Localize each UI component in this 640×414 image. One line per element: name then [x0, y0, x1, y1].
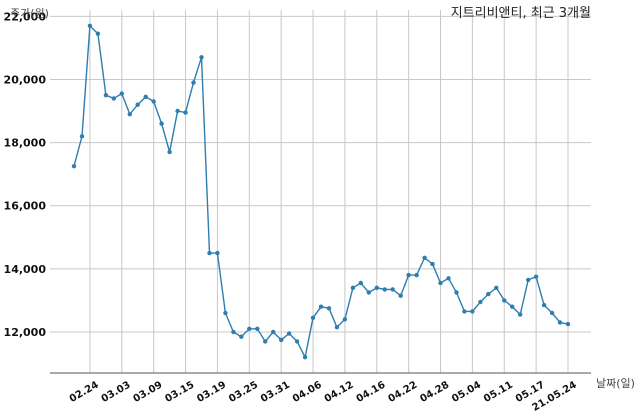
- price-point: [462, 309, 467, 314]
- price-point: [446, 276, 451, 281]
- price-point: [302, 355, 308, 360]
- price-point: [263, 339, 268, 344]
- price-point: [294, 339, 300, 344]
- price-point: [151, 99, 156, 104]
- price-point: [533, 274, 539, 279]
- price-point: [454, 290, 459, 295]
- y-tick-label: 14,000: [4, 263, 47, 276]
- x-tick-label: 04.22: [386, 380, 419, 405]
- price-point: [87, 23, 93, 28]
- price-point: [255, 326, 260, 331]
- price-point: [143, 94, 148, 100]
- x-tick-label: 05.04: [450, 380, 483, 405]
- price-point: [382, 287, 387, 292]
- x-tick-label: 03.09: [131, 380, 164, 405]
- price-point: [398, 293, 403, 298]
- price-point: [406, 272, 411, 278]
- x-tick-label: 04.06: [291, 380, 324, 405]
- price-point: [390, 287, 395, 292]
- price-point: [199, 55, 204, 60]
- price-point: [414, 272, 419, 278]
- price-point: [565, 321, 571, 327]
- price-point: [191, 80, 196, 85]
- price-point: [366, 290, 371, 295]
- y-tick-label: 22,000: [4, 10, 47, 23]
- x-tick-label: 03.31: [259, 380, 292, 405]
- price-point: [231, 329, 236, 335]
- x-axis-unit-label: 날짜(일): [596, 376, 635, 390]
- price-point: [342, 317, 348, 322]
- x-tick-label: 05.11: [482, 380, 515, 405]
- price-point: [175, 108, 180, 114]
- price-point: [422, 255, 427, 260]
- price-point: [159, 121, 164, 126]
- price-point: [541, 302, 547, 308]
- x-tick-label: 04.16: [355, 380, 388, 405]
- x-tick-labels: 02.2403.0303.0903.1503.1903.2503.3104.06…: [68, 380, 579, 414]
- chart-title: 지트리비앤티, 최근 3개월: [451, 6, 591, 21]
- price-point: [494, 285, 499, 290]
- grid-lines: [50, 10, 591, 373]
- x-tick-label: 04.12: [323, 380, 356, 405]
- price-point: [95, 31, 101, 36]
- price-point: [103, 93, 109, 98]
- y-tick-label: 16,000: [4, 200, 47, 213]
- price-point: [318, 304, 324, 309]
- y-tick-label: 20,000: [4, 73, 47, 86]
- price-point: [135, 102, 140, 107]
- price-point: [207, 250, 212, 256]
- price-point: [286, 331, 292, 336]
- price-point: [557, 320, 563, 325]
- price-point: [478, 299, 483, 305]
- price-point: [310, 315, 316, 320]
- y-axis-unit-label: 주가(원): [10, 7, 49, 20]
- price-point: [486, 291, 491, 297]
- x-tick-label: 03.19: [195, 380, 228, 405]
- price-point: [470, 309, 475, 314]
- price-point: [374, 285, 379, 290]
- price-point: [526, 277, 531, 283]
- price-point: [334, 325, 340, 330]
- price-point: [549, 310, 555, 316]
- price-point: [430, 261, 435, 267]
- x-tick-label: 03.25: [227, 380, 260, 405]
- price-point: [239, 334, 244, 339]
- price-point: [438, 280, 443, 286]
- x-tick-label: 02.24: [68, 380, 101, 405]
- x-tick-label: 04.28: [418, 380, 451, 405]
- price-point: [279, 337, 284, 343]
- price-point: [502, 298, 507, 303]
- price-point: [326, 306, 332, 311]
- price-point: [119, 91, 125, 96]
- price-point: [215, 250, 220, 256]
- price-point: [350, 285, 356, 290]
- x-tick-label: 03.03: [100, 380, 133, 405]
- price-point: [127, 112, 132, 117]
- price-point: [111, 96, 117, 101]
- price-point: [223, 310, 228, 316]
- price-points: [71, 23, 571, 360]
- price-point: [358, 280, 363, 286]
- price-point: [71, 164, 77, 169]
- price-point: [167, 149, 172, 155]
- y-tick-label: 18,000: [4, 137, 47, 150]
- y-tick-labels: 12,000 14,000 16,000 18,000 20,000 22,000: [4, 10, 47, 339]
- price-point: [79, 134, 85, 139]
- price-point: [183, 110, 188, 115]
- price-point: [518, 312, 523, 317]
- x-tick-label: 03.15: [163, 380, 196, 405]
- y-tick-label: 12,000: [4, 326, 47, 339]
- price-point: [271, 329, 276, 335]
- price-point: [510, 304, 515, 309]
- price-point: [247, 326, 252, 331]
